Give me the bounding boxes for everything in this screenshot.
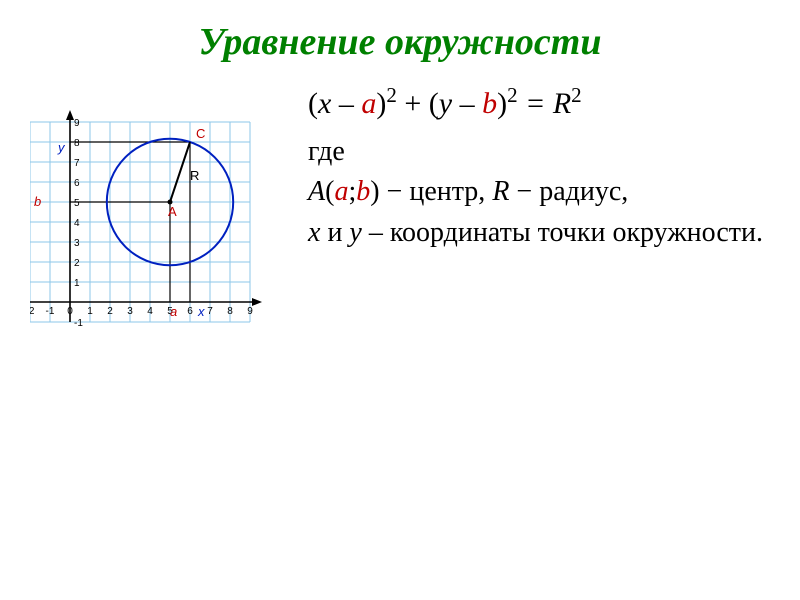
svg-text:4: 4 [74,218,80,229]
svg-text:-1: -1 [46,306,55,317]
text-block: (x – a)2 + (y – b)2 = R2 где A(a;b) − це… [308,82,770,253]
xy-line: x и y – координаты точки окружности. [308,213,770,254]
svg-text:-1: -1 [74,318,83,329]
content-row: -2-10123456789-1123456789ACRyxab (x – a)… [30,82,770,352]
svg-text:C: C [196,126,205,141]
svg-text:7: 7 [74,158,80,169]
eq-sq3: 2 [571,83,582,107]
eq-p5: – [452,87,482,120]
l3-and: и [320,217,349,248]
l2-a: a [334,176,348,207]
svg-text:6: 6 [74,178,80,189]
l2-R: R [492,176,509,207]
l2-b: b [356,176,370,207]
l2-p3: − радиус, [509,176,628,207]
svg-text:8: 8 [227,306,233,317]
l3-x: x [308,217,320,248]
eq-p4: + ( [397,87,439,120]
svg-text:a: a [170,304,177,319]
svg-text:3: 3 [74,238,80,249]
eq-y: y [439,87,452,120]
svg-text:2: 2 [107,306,113,317]
l3-y: y [349,217,361,248]
svg-text:1: 1 [87,306,93,317]
svg-text:4: 4 [147,306,153,317]
svg-text:8: 8 [74,138,80,149]
eq-R: R [553,87,571,120]
where-line: где [308,132,770,173]
eq-p2: – [331,87,361,120]
svg-text:0: 0 [67,306,73,317]
svg-text:9: 9 [74,118,80,129]
svg-text:7: 7 [207,306,213,317]
coordinate-chart: -2-10123456789-1123456789ACRyxab [30,82,290,352]
eq-p6: ) [497,87,507,120]
center-radius-line: A(a;b) − центр, R − радиус, [308,172,770,213]
svg-text:1: 1 [74,278,80,289]
svg-text:2: 2 [74,258,80,269]
svg-text:A: A [168,204,177,219]
eq-a: a [361,87,376,120]
svg-text:R: R [190,168,199,183]
l3-rest: – координаты точки окружности. [362,217,763,248]
svg-text:-2: -2 [30,306,35,317]
circle-equation: (x – a)2 + (y – b)2 = R2 [308,82,770,126]
A-label: A [308,176,325,207]
eq-p1: ( [308,87,318,120]
eq-p3: ) [376,87,386,120]
l2-p2: ) − центр, [370,176,492,207]
eq-sq2: 2 [507,83,518,107]
eq-b: b [482,87,497,120]
eq-p7: = [518,87,553,120]
eq-x: x [318,87,331,120]
svg-text:9: 9 [247,306,253,317]
svg-text:b: b [34,194,41,209]
page-title: Уравнение окружности [30,20,770,64]
eq-sq1: 2 [386,83,397,107]
svg-text:6: 6 [187,306,193,317]
svg-text:5: 5 [74,198,80,209]
svg-text:x: x [197,304,205,319]
svg-text:3: 3 [127,306,133,317]
